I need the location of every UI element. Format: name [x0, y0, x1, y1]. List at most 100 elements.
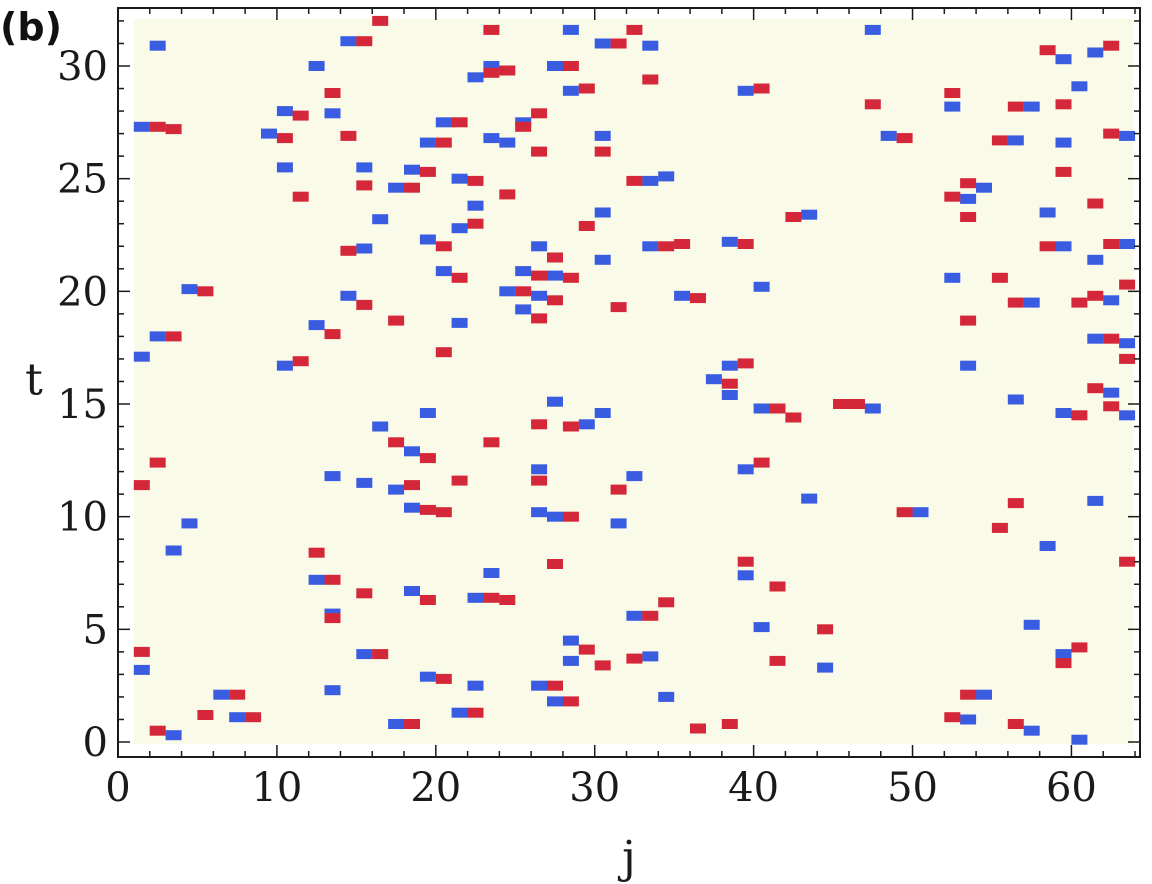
y-tick-label: 0: [83, 720, 108, 766]
red-marker: [547, 295, 563, 306]
blue-marker: [435, 117, 452, 128]
red-marker: [1103, 128, 1120, 139]
blue-marker: [562, 655, 579, 666]
red-marker: [991, 135, 1008, 146]
blue-marker: [801, 493, 818, 504]
x-tick-label: 0: [105, 765, 130, 811]
red-marker: [562, 61, 579, 71]
red-marker: [499, 189, 516, 200]
y-axis-label: t: [25, 355, 43, 406]
blue-marker: [721, 360, 738, 371]
blue-marker: [229, 712, 246, 723]
blue-marker: [1039, 541, 1056, 551]
red-marker: [1119, 556, 1136, 567]
red-marker: [292, 356, 309, 367]
red-marker: [1007, 297, 1024, 308]
x-tick-label: 50: [887, 765, 938, 811]
red-marker: [753, 83, 770, 94]
red-marker: [324, 329, 341, 340]
blue-marker: [531, 290, 548, 301]
blue-marker: [165, 545, 182, 556]
red-marker: [1007, 719, 1024, 729]
red-marker: [404, 182, 420, 193]
blue-marker: [562, 85, 579, 96]
red-marker: [1103, 401, 1120, 412]
blue-marker: [1103, 387, 1120, 398]
red-marker: [356, 299, 373, 310]
blue-marker: [356, 162, 373, 173]
blue-marker: [594, 408, 611, 418]
red-marker: [499, 595, 516, 605]
red-marker: [1103, 239, 1120, 249]
red-marker: [1055, 99, 1072, 110]
blue-marker: [451, 317, 468, 328]
red-marker: [356, 180, 373, 191]
blue-marker: [976, 689, 992, 700]
blue-marker: [149, 40, 166, 51]
blue-marker: [960, 360, 977, 371]
red-marker: [1039, 241, 1056, 252]
red-marker: [848, 399, 865, 409]
red-marker: [372, 649, 389, 660]
blue-marker: [1087, 495, 1104, 506]
blue-marker: [1055, 649, 1072, 660]
red-marker: [531, 270, 548, 281]
red-marker: [753, 457, 770, 468]
blue-marker: [610, 518, 627, 529]
axis-ticks: 0 10 20 30 40 50 60 0 5 10 15 20 25 30: [57, 8, 1140, 811]
blue-marker: [451, 173, 468, 184]
red-marker: [626, 24, 643, 35]
blue-marker: [261, 128, 277, 139]
blue-marker: [753, 281, 770, 292]
red-marker: [133, 646, 150, 657]
blue-marker: [276, 360, 293, 371]
red-marker: [467, 707, 484, 718]
red-marker: [562, 696, 579, 707]
red-marker: [197, 710, 214, 720]
red-marker: [372, 15, 389, 26]
blue-marker: [531, 680, 548, 691]
red-marker: [547, 559, 563, 569]
blue-marker: [1119, 338, 1136, 349]
red-marker: [340, 245, 357, 256]
red-marker: [1071, 297, 1088, 308]
blue-marker: [547, 61, 563, 71]
red-marker: [308, 547, 325, 558]
blue-marker: [1023, 725, 1040, 736]
blue-marker: [753, 403, 770, 414]
x-axis-label: j: [617, 832, 636, 883]
blue-marker: [483, 133, 500, 144]
blue-marker: [451, 707, 468, 718]
blue-marker: [467, 680, 484, 691]
red-marker: [1119, 279, 1136, 290]
red-marker: [467, 175, 484, 186]
red-marker: [578, 644, 595, 655]
red-marker: [721, 719, 738, 729]
blue-marker: [594, 207, 611, 218]
red-marker: [451, 475, 468, 486]
red-marker: [562, 421, 579, 432]
red-marker: [451, 272, 468, 283]
red-marker: [626, 175, 643, 186]
red-marker: [960, 689, 977, 700]
blue-marker: [308, 61, 325, 71]
blue-marker: [737, 85, 754, 96]
blue-marker: [531, 507, 548, 518]
red-marker: [960, 315, 977, 326]
red-marker: [483, 592, 500, 603]
red-marker: [245, 712, 262, 723]
blue-marker: [705, 374, 722, 385]
y-tick-label: 15: [57, 382, 108, 428]
red-marker: [864, 99, 881, 110]
red-marker: [991, 522, 1008, 533]
blue-marker: [467, 592, 484, 603]
x-tick-label: 40: [728, 765, 779, 811]
red-marker: [388, 315, 405, 326]
blue-marker: [1071, 81, 1088, 92]
blue-marker: [1055, 241, 1072, 252]
blue-marker: [483, 61, 500, 71]
blue-marker: [165, 730, 182, 741]
blue-marker: [419, 671, 436, 682]
red-marker: [149, 121, 166, 132]
